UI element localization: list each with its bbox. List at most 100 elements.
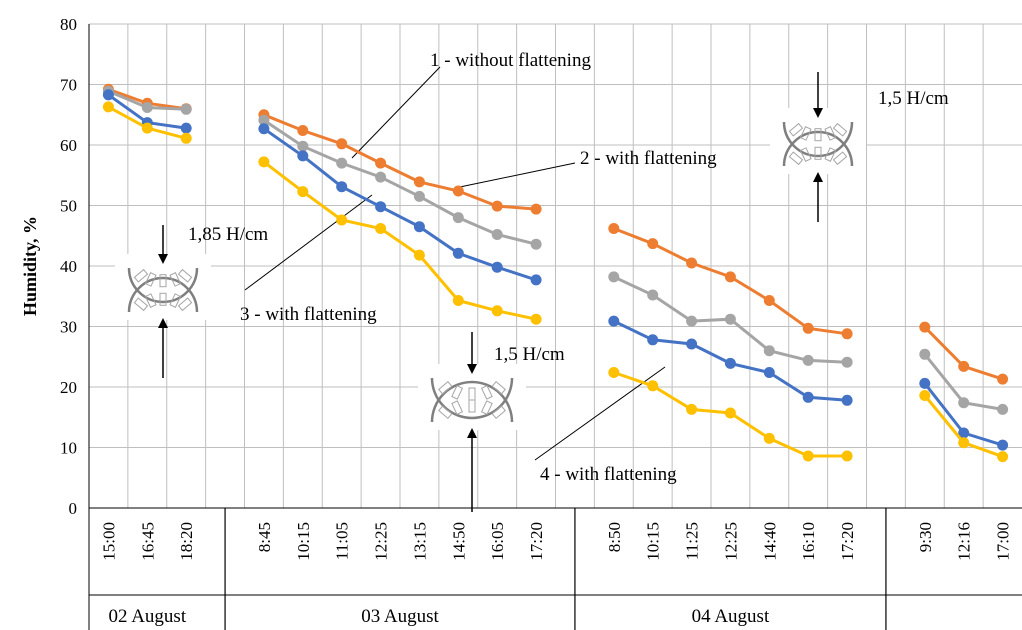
y-axis-title: Humidity, % [20,216,40,316]
blade [133,268,149,283]
x-tick-label: 10:15 [294,522,313,561]
data-point [608,271,620,283]
x-tick-label: 14:40 [760,522,779,561]
leader-line [244,194,373,291]
blade [438,380,453,395]
data-point [919,390,931,401]
data-point [491,200,503,212]
series-3 [102,89,1009,451]
data-point [375,201,387,213]
annotation-label: 1,5 H/cm [494,344,565,365]
blade [169,293,182,308]
data-point [102,89,114,101]
data-point [841,328,853,340]
series-line [263,127,537,282]
blade [159,274,167,288]
x-tick-label: 12:25 [372,522,391,561]
x-tick-label: 15:00 [99,522,118,561]
data-point [724,271,736,283]
data-point [608,223,620,234]
roller-arc [782,130,854,167]
device-diagrams [115,72,866,512]
data-point [452,185,464,197]
data-point [491,261,503,273]
data-point [724,407,736,419]
data-point [919,321,931,333]
x-tick-label: 16:05 [488,522,507,561]
y-tick-label: 40 [60,257,77,276]
blade [144,293,157,308]
series-line [263,113,537,211]
y-tick-label: 60 [60,136,77,155]
data-point [375,157,387,169]
x-tick-label: 16:45 [138,522,157,561]
arrow-head [467,364,477,374]
data-point [724,313,736,325]
data-point [686,315,698,327]
data-point [958,397,970,409]
arrow-head [467,428,477,438]
x-tick-label: 17:20 [838,522,857,561]
roller-arc [127,276,199,313]
x-tick-label: 10:15 [644,522,663,561]
blade [451,400,464,415]
data-point [763,367,775,378]
data-point [802,322,814,334]
data-point [841,394,853,406]
device-diagram-2 [418,332,526,512]
data-point [841,450,853,462]
x-tick-label: 17:00 [994,522,1013,561]
data-point [802,391,814,403]
arrow-head [813,108,823,118]
data-point [491,229,503,240]
data-point [997,451,1009,463]
data-point [180,122,192,134]
device-diagram-1 [115,225,211,378]
data-point [102,101,114,113]
axes [88,24,1022,630]
device-diagram-3 [770,72,866,222]
data-point [530,274,542,286]
data-point [297,140,309,152]
roller-arc [782,121,854,158]
data-point [647,334,659,346]
annotation-label: 1 - without flattening [430,50,591,71]
data-point [452,295,464,306]
data-point [258,114,270,126]
data-point [608,315,620,327]
y-tick-label: 10 [60,439,77,458]
day-label: 02 August [109,606,187,627]
arrow-head [158,254,168,264]
series-line [262,160,537,321]
y-tick-label: 30 [60,318,77,337]
blade [788,151,804,166]
grid [89,23,1022,509]
x-tick-label: 18:20 [177,522,196,561]
arrow-head [813,172,823,182]
data-point [375,171,387,183]
blade [169,272,182,287]
leader-line [454,162,576,189]
data-point [336,181,348,193]
blade [824,126,837,141]
data-point [180,103,192,115]
roller-arc [430,377,514,420]
data-point [336,214,348,226]
data-point [841,356,853,368]
data-point [336,157,348,169]
data-point [141,102,153,113]
axis-labels: 0 10 20 30 40 50 60 70 80 15:00 16:45 18:20 02 Augus… [20,15,1013,627]
y-tick-label: 80 [60,15,77,34]
arrow-head [158,318,168,328]
x-tick-label: 9:30 [916,522,935,552]
data-point [413,190,425,202]
blade [799,147,812,162]
annotations: 1 - without flattening 2 - with flattenin… [188,50,949,485]
blade [491,405,506,420]
data-series [102,83,1009,463]
x-tick-label: 16:10 [799,522,818,561]
data-point [647,380,659,392]
x-tick-label: 8:45 [255,522,274,552]
data-point [647,289,659,301]
